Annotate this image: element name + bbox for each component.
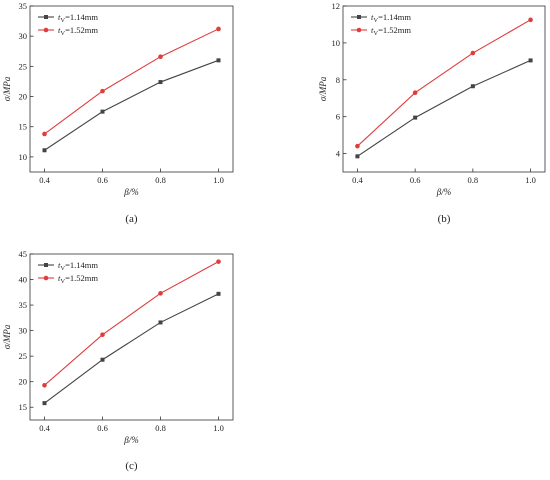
data-point: [42, 401, 47, 406]
x-tick-label: 0.4: [39, 423, 50, 433]
legend-label: tV=1.14mm: [371, 12, 411, 24]
series-line: [44, 28, 219, 135]
data-point: [528, 17, 533, 23]
data-point: [100, 332, 105, 338]
y-tick-label: 35: [19, 1, 28, 11]
chart-panel: 0.4 0.6 0.8 1.0 15 20 25 30 35 40 45 β/% σ/MPa (c) tV=…: [2, 249, 234, 472]
y-axis-label: σ/MPa: [2, 76, 12, 101]
legend-marker: [44, 263, 48, 267]
plot-frame: [29, 253, 234, 421]
series-line: [44, 59, 219, 151]
y-tick-label: 8: [336, 75, 340, 85]
y-tick-label: 40: [19, 275, 28, 285]
y-tick-label: 15: [19, 402, 28, 412]
y-tick-label: 10: [332, 38, 341, 48]
x-tick-label: 0.8: [468, 175, 479, 185]
legend-marker: [357, 15, 361, 19]
y-tick-label: 25: [19, 351, 28, 361]
x-tick-label: 0.6: [97, 175, 108, 185]
chart-panel: 0.4 0.6 0.8 1.0 10 15 20 25 30 35 β/% σ/MPa (a) tV=1.…: [2, 1, 234, 225]
x-tick-label: 1.0: [213, 423, 224, 433]
data-point: [158, 291, 163, 296]
data-point: [42, 382, 47, 388]
y-tick-label: 30: [19, 31, 28, 41]
legend-label: tV=1.52mm: [58, 25, 98, 37]
data-point: [158, 320, 163, 325]
series-line: [44, 261, 219, 386]
data-point: [412, 90, 418, 95]
legend-label: tV=1.14mm: [58, 12, 98, 24]
y-tick-label: 35: [19, 300, 28, 310]
data-point: [216, 291, 221, 296]
data-point: [470, 50, 476, 56]
data-point: [216, 259, 221, 264]
legend-marker: [356, 27, 362, 33]
x-tick-label: 0.8: [155, 175, 166, 185]
x-tick-label: 1.0: [525, 175, 536, 185]
data-point: [100, 109, 105, 114]
legend-marker: [44, 15, 48, 19]
x-tick-label: 0.4: [39, 175, 50, 185]
y-axis-label: σ/MPa: [2, 324, 12, 349]
data-point: [42, 148, 47, 153]
series-line: [357, 19, 531, 147]
data-point: [355, 154, 360, 159]
series-line: [357, 59, 531, 157]
data-point: [528, 58, 533, 63]
y-axis-label: σ/MPa: [318, 76, 328, 101]
data-point: [42, 131, 47, 137]
x-tick-label: 1.0: [213, 175, 224, 185]
data-point: [100, 357, 105, 362]
plot-frame: [29, 5, 234, 173]
legend-label: tV=1.52mm: [58, 273, 98, 285]
y-tick-label: 15: [19, 122, 28, 132]
x-tick-label: 0.8: [155, 423, 166, 433]
data-point: [216, 26, 221, 32]
x-axis-label: β/%: [123, 187, 138, 197]
data-point: [158, 80, 163, 85]
legend-marker: [43, 275, 49, 281]
panel-label: (a): [125, 213, 138, 225]
data-point: [413, 115, 418, 120]
y-tick-label: 4: [336, 149, 341, 159]
series-line: [44, 293, 219, 404]
y-tick-label: 10: [19, 152, 28, 162]
x-tick-label: 0.6: [97, 423, 108, 433]
y-tick-label: 20: [19, 377, 28, 387]
y-tick-label: 6: [336, 112, 340, 122]
x-tick-label: 0.4: [352, 175, 363, 185]
data-point: [216, 58, 221, 63]
y-tick-label: 12: [332, 1, 341, 11]
x-tick-label: 0.6: [410, 175, 421, 185]
data-point: [158, 54, 163, 60]
legend-marker: [43, 27, 49, 33]
y-tick-label: 25: [19, 61, 28, 71]
legend-label: tV=1.52mm: [371, 25, 411, 37]
y-tick-label: 20: [19, 92, 28, 102]
legend-label: tV=1.14mm: [58, 260, 98, 272]
data-point: [470, 84, 475, 89]
panel-label: (b): [438, 213, 451, 225]
data-point: [355, 143, 360, 149]
x-axis-label: β/%: [123, 435, 138, 445]
x-axis-label: β/%: [436, 187, 451, 197]
chart-panel: 0.4 0.6 0.8 1.0 4 6 8 10 12 β/% σ/MPa (b) tV=1.14mmt…: [318, 1, 546, 225]
plot-frame: [342, 5, 546, 173]
panel-label: (c): [125, 460, 138, 472]
y-tick-label: 45: [19, 249, 28, 259]
data-point: [100, 88, 105, 94]
y-tick-label: 30: [19, 326, 28, 336]
